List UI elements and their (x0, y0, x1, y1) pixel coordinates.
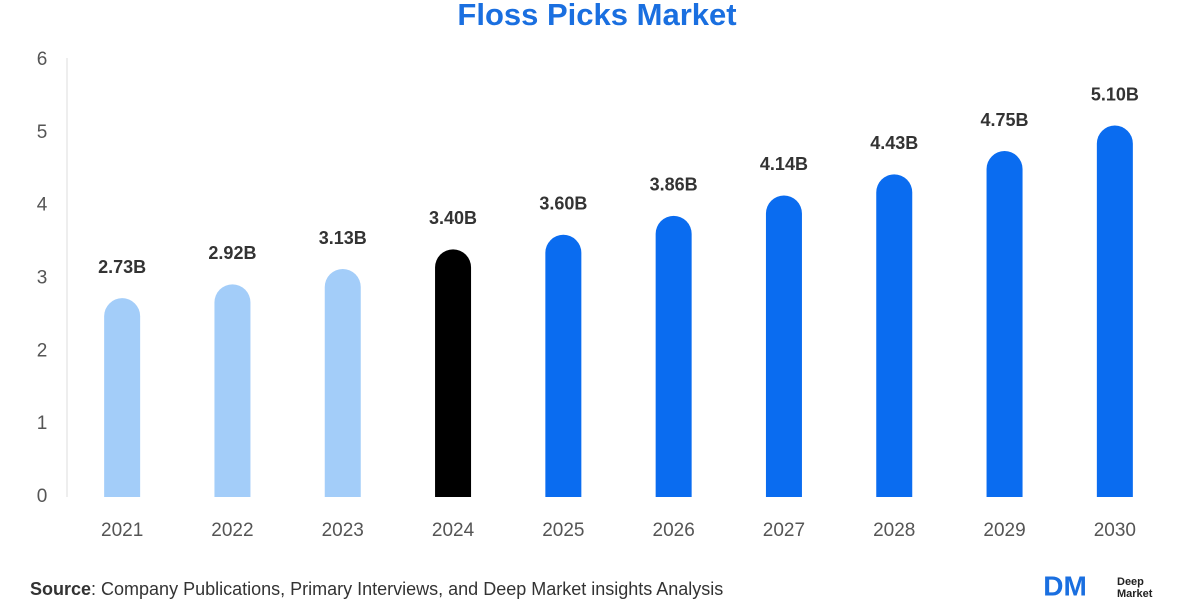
y-tick-label: 3 (37, 268, 48, 289)
value-label: 4.14B (760, 154, 808, 174)
bar (876, 174, 913, 497)
bar (214, 284, 251, 497)
value-label: 3.60B (539, 194, 587, 214)
x-tick-label: 2021 (101, 520, 143, 541)
y-tick-label: 6 (37, 49, 48, 70)
x-tick-label: 2024 (432, 520, 475, 541)
bar (986, 151, 1023, 497)
y-tick-label: 4 (37, 195, 48, 216)
source-label: Source (30, 579, 91, 599)
chart-title: Floss Picks Market (457, 0, 736, 32)
value-label: 2.73B (98, 257, 146, 277)
bar (545, 234, 582, 497)
logo-mark: DM (1043, 570, 1087, 600)
bar (435, 249, 472, 497)
x-tick-label: 2025 (542, 520, 584, 541)
bar (1096, 125, 1133, 498)
value-label: 3.13B (319, 228, 367, 248)
x-tick-label: 2022 (211, 520, 253, 541)
value-label: 2.92B (208, 243, 256, 263)
x-tick-label: 2026 (653, 520, 695, 541)
y-tick-label: 0 (37, 486, 48, 507)
value-label: 4.75B (981, 110, 1029, 130)
x-tick-label: 2030 (1094, 520, 1136, 541)
value-label: 3.86B (650, 175, 698, 195)
bar (765, 195, 802, 497)
source: Source: Company Publications, Primary In… (30, 579, 723, 599)
bar (104, 298, 141, 497)
y-tick-label: 1 (37, 413, 48, 434)
x-tick-label: 2023 (322, 520, 364, 541)
bar (324, 269, 361, 497)
value-label: 3.40B (429, 208, 477, 228)
y-tick-label: 2 (37, 340, 48, 361)
value-label: 4.43B (870, 133, 918, 153)
x-tick-label: 2029 (983, 520, 1025, 541)
logo-line: Deep (1117, 576, 1144, 588)
logo-line: Market (1117, 588, 1153, 600)
y-tick-label: 5 (37, 122, 48, 143)
x-tick-label: 2027 (763, 520, 805, 541)
bar (655, 215, 692, 497)
source-text: : Company Publications, Primary Intervie… (91, 579, 723, 599)
value-label: 5.10B (1091, 84, 1139, 104)
x-tick-label: 2028 (873, 520, 915, 541)
